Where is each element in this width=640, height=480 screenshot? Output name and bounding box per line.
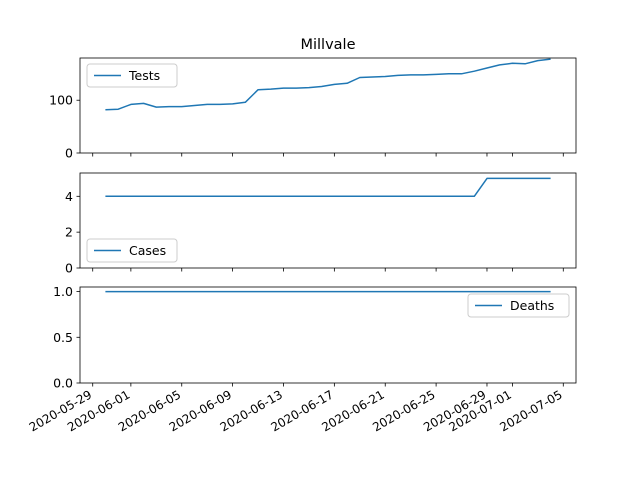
axes-frame [79, 286, 577, 384]
y-tick-label: 0 [65, 146, 73, 161]
series-line-cases [105, 177, 551, 198]
y-tick-label: 1.0 [53, 284, 73, 299]
plot-area: 0100Tests024Cases0.00.51.0Deaths2020-05-… [27, 57, 577, 434]
y-tick-label: 2 [65, 225, 73, 240]
legend-box [467, 293, 570, 318]
panel-tests: 0 100 Tests [49, 57, 577, 161]
chart-title: Millvale [300, 37, 355, 53]
legend: Deaths [467, 293, 570, 318]
legend: Tests [86, 63, 178, 88]
y-tick-label: 0 [65, 261, 73, 276]
y-tick-label: 100 [49, 93, 73, 108]
legend-label: Tests [128, 68, 160, 83]
series-line-tests [105, 58, 551, 111]
y-tick-label: 4 [65, 189, 73, 204]
legend-label: Deaths [510, 298, 554, 313]
legend: Cases [86, 238, 178, 263]
y-tick-label: 0.5 [53, 330, 73, 345]
legend-box [86, 238, 178, 263]
axes-frame [79, 57, 577, 154]
legend-box [86, 63, 178, 88]
legend-label: Cases [129, 243, 166, 258]
panel-cases: 0 2 4 Cases [65, 172, 577, 276]
panel-deaths: 0.0 0.5 1.0 Deaths [53, 284, 577, 391]
y-tick-label: 0.0 [53, 376, 73, 391]
axes-frame [79, 172, 577, 269]
